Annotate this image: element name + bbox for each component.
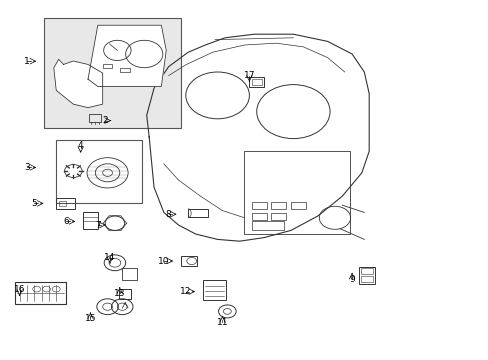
Bar bbox=[102, 64, 112, 68]
Bar bbox=[83, 212, 98, 229]
Text: 11: 11 bbox=[216, 318, 228, 327]
Text: 2: 2 bbox=[102, 116, 108, 125]
Bar bbox=[56, 198, 75, 209]
Text: 10: 10 bbox=[158, 256, 169, 265]
Bar bbox=[249, 77, 264, 87]
Text: 17: 17 bbox=[243, 71, 255, 80]
Bar bbox=[120, 68, 129, 72]
Text: 15: 15 bbox=[84, 314, 96, 323]
Bar bbox=[188, 209, 207, 217]
Bar bbox=[122, 268, 137, 280]
Bar bbox=[251, 202, 266, 209]
Text: 6: 6 bbox=[63, 217, 69, 226]
Bar bbox=[119, 289, 131, 299]
Bar bbox=[251, 221, 283, 230]
Bar bbox=[271, 202, 285, 209]
Bar bbox=[15, 282, 66, 304]
Text: 8: 8 bbox=[165, 210, 171, 219]
Bar bbox=[89, 114, 101, 122]
Bar bbox=[44, 18, 181, 128]
Bar bbox=[181, 256, 196, 266]
Text: 14: 14 bbox=[104, 253, 116, 262]
Text: 13: 13 bbox=[114, 289, 125, 298]
Text: 7: 7 bbox=[95, 220, 101, 230]
Text: 12: 12 bbox=[180, 287, 191, 296]
Text: 16: 16 bbox=[14, 285, 25, 294]
Text: 1: 1 bbox=[24, 57, 30, 66]
Bar bbox=[359, 267, 374, 284]
Polygon shape bbox=[88, 25, 166, 86]
Bar bbox=[56, 140, 142, 203]
Text: 9: 9 bbox=[348, 274, 354, 284]
Text: 4: 4 bbox=[78, 141, 83, 150]
Polygon shape bbox=[54, 59, 102, 108]
Bar bbox=[251, 79, 261, 85]
Text: 5: 5 bbox=[31, 199, 37, 208]
Bar bbox=[361, 268, 372, 274]
Bar bbox=[251, 213, 266, 220]
Bar bbox=[203, 280, 226, 300]
Bar bbox=[271, 213, 285, 220]
Bar bbox=[244, 151, 349, 234]
Bar bbox=[290, 202, 305, 209]
Bar bbox=[59, 201, 66, 206]
Bar bbox=[361, 276, 372, 282]
Text: 3: 3 bbox=[24, 163, 30, 172]
Polygon shape bbox=[146, 34, 368, 241]
